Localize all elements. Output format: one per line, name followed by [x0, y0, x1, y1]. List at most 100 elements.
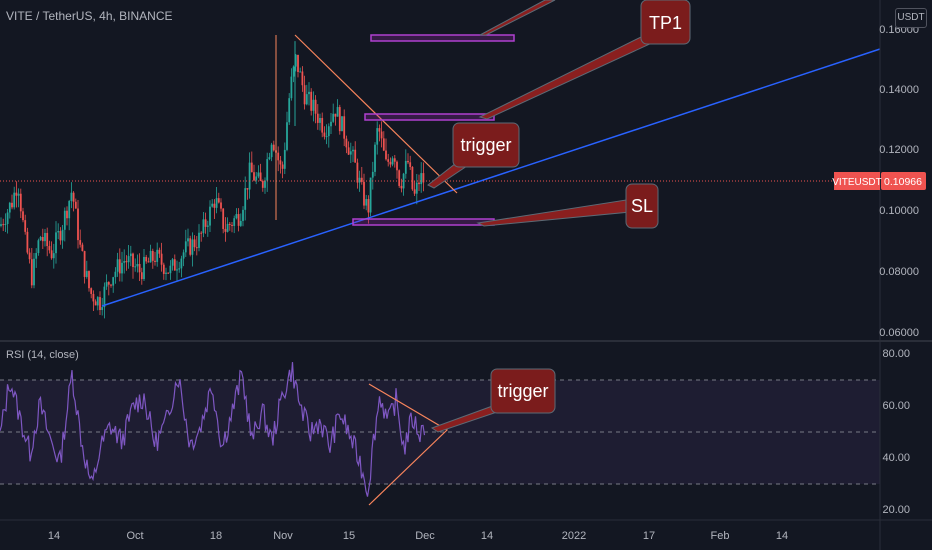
price-tick: 0.14000: [879, 84, 919, 96]
candle-body: [0, 224, 2, 226]
candle-body: [259, 172, 262, 181]
candle-body: [147, 261, 150, 263]
candle-body: [349, 151, 352, 155]
candle-body: [26, 231, 29, 253]
candle-body: [195, 247, 198, 249]
support-trendline[interactable]: [101, 48, 881, 307]
badge-symbol: VITEUSDT: [832, 177, 881, 188]
candle-body: [382, 138, 385, 151]
rsi-title[interactable]: RSI (14, close): [6, 349, 79, 361]
candle-body: [110, 284, 112, 286]
sl-zone[interactable]: [352, 218, 495, 226]
last-price-badge[interactable]: VITEUSDT 0.10966: [832, 172, 926, 190]
candle-body: [129, 253, 132, 257]
time-tick: 18: [210, 530, 222, 542]
candle-body: [334, 113, 337, 117]
candle-body: [286, 122, 288, 150]
candle-body: [222, 208, 225, 229]
candle-body: [264, 180, 266, 188]
candle-body: [398, 170, 401, 186]
candle-body: [149, 250, 152, 263]
candle-body: [393, 158, 396, 162]
candle-body: [341, 116, 343, 132]
candle-body: [248, 162, 251, 190]
candle-body: [358, 177, 361, 183]
candle-body: [314, 99, 317, 114]
candle-body: [409, 162, 412, 167]
top-arrow-pointer[interactable]: [479, 0, 556, 36]
trigger-zone[interactable]: [364, 113, 495, 121]
candle-body: [156, 249, 159, 262]
candle-body: [15, 192, 18, 196]
rsi-tick: 60.00: [882, 400, 910, 412]
candle-body: [385, 150, 387, 160]
badge-price: 0.10966: [884, 176, 922, 188]
candle-body: [272, 144, 275, 151]
candle-body: [136, 263, 139, 267]
trigger-rsi-callout[interactable]: trigger: [490, 368, 556, 414]
candle-body: [301, 71, 304, 86]
candle-body: [411, 166, 414, 190]
trigger-price-label: trigger: [460, 135, 511, 155]
time-tick: 17: [643, 530, 655, 542]
symbol-title[interactable]: VITE / TetherUS, 4h, BINANCE: [6, 9, 173, 23]
candle-body: [99, 297, 101, 310]
tp1-label: TP1: [649, 13, 682, 33]
candle-body: [352, 149, 354, 152]
currency-unit-button[interactable]: USDT: [895, 8, 927, 28]
rsi-triangle[interactable]: [368, 383, 448, 506]
candle-body: [387, 159, 390, 162]
candle-body: [8, 202, 11, 213]
candle-body: [68, 201, 71, 219]
candle-body: [2, 224, 5, 226]
candle-body: [380, 131, 383, 139]
candle-body: [123, 261, 126, 263]
candle-body: [178, 268, 181, 270]
candle-body: [121, 262, 123, 274]
candle-body: [162, 264, 165, 274]
time-tick: Feb: [711, 530, 730, 542]
candle-body: [66, 210, 68, 219]
candle-body: [140, 272, 143, 280]
candle-body: [94, 301, 97, 306]
candle-body: [202, 219, 205, 234]
candle-body: [70, 192, 73, 202]
candle-body: [345, 138, 348, 148]
candle-body: [316, 113, 319, 123]
tp1-zone[interactable]: [370, 34, 515, 42]
candle-body: [231, 224, 233, 226]
candle-body: [371, 171, 374, 178]
candle-body: [90, 288, 93, 294]
candle-body: [233, 218, 236, 226]
candle-body: [239, 220, 242, 226]
candle-body: [48, 246, 51, 251]
candle-body: [134, 266, 137, 268]
candle-body: [330, 121, 332, 127]
candle-body: [336, 107, 339, 117]
candle-body: [39, 237, 42, 241]
rsi-tick: 40.00: [882, 452, 910, 464]
candle-body: [268, 157, 271, 160]
candle-body: [28, 252, 31, 260]
candle-body: [354, 149, 357, 163]
candle-body: [13, 192, 16, 208]
candle-body: [420, 173, 423, 185]
candle-body: [332, 113, 335, 122]
candle-body: [125, 261, 128, 263]
candle-body: [235, 214, 238, 219]
candle-body: [266, 159, 269, 181]
price-tick: 0.10000: [879, 205, 919, 217]
price-pane: [0, 0, 880, 338]
price-tick: 0.06000: [879, 327, 919, 339]
tp1-callout[interactable]: TP1: [640, 0, 691, 45]
candle-body: [281, 164, 284, 169]
candle-body: [59, 231, 62, 241]
sl-callout[interactable]: SL: [625, 183, 659, 229]
candle-body: [154, 260, 156, 262]
rsi-line: [0, 362, 426, 497]
candle-body: [57, 231, 60, 233]
candle-body: [107, 282, 110, 285]
trigger-price-callout[interactable]: trigger: [452, 122, 520, 168]
candle-body: [396, 161, 398, 171]
